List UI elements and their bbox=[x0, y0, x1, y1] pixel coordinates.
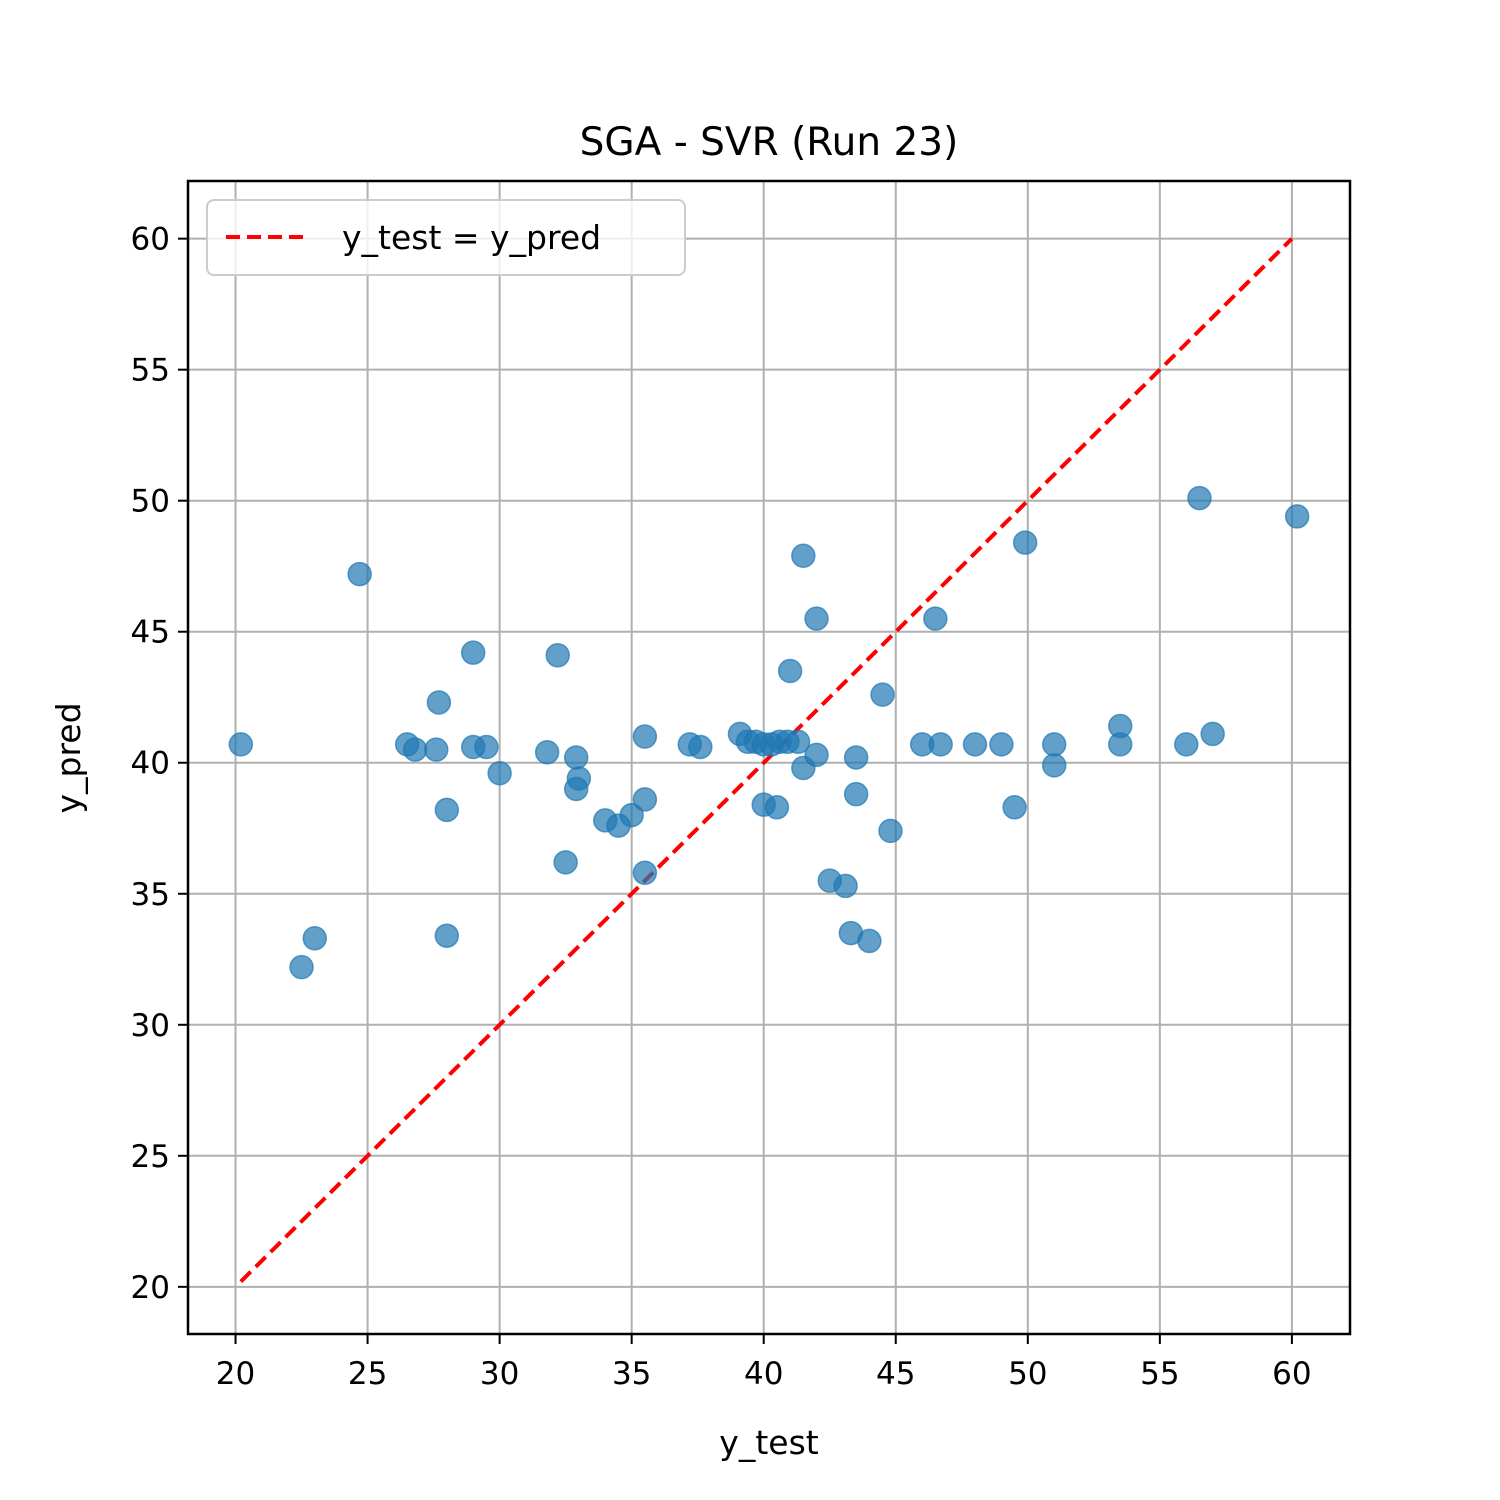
scatter-point bbox=[833, 873, 858, 899]
scatter-point bbox=[1174, 732, 1199, 757]
y-tick-label: 20 bbox=[131, 1270, 170, 1306]
scatter-point bbox=[878, 818, 903, 844]
scatter-point bbox=[1187, 485, 1212, 511]
scatter-point bbox=[923, 606, 948, 631]
y-tick-label: 35 bbox=[131, 877, 170, 913]
scatter-point bbox=[545, 643, 570, 668]
scatter-point bbox=[402, 737, 428, 762]
x-axis-label: y_test bbox=[719, 1423, 818, 1462]
scatter-point bbox=[791, 543, 816, 568]
x-tick-label: 45 bbox=[876, 1356, 915, 1392]
scatter-point bbox=[460, 640, 486, 665]
scatter-point bbox=[434, 923, 460, 948]
chart-title: SGA - SVR (Run 23) bbox=[580, 120, 959, 165]
y-axis-label: y_pred bbox=[49, 702, 88, 813]
scatter-point bbox=[423, 737, 449, 762]
scatter-point bbox=[843, 745, 869, 770]
y-tick-label: 25 bbox=[131, 1139, 170, 1175]
y-tick-label: 50 bbox=[131, 484, 170, 520]
reference-line-layer bbox=[239, 237, 1294, 1284]
reference-line bbox=[239, 237, 1294, 1284]
scatter-point bbox=[1002, 795, 1027, 820]
scatter-point bbox=[928, 732, 953, 757]
scatter-point bbox=[619, 802, 644, 828]
plot-frame bbox=[186, 179, 1352, 1336]
scatter-point bbox=[804, 606, 829, 631]
scatter-point bbox=[764, 795, 790, 820]
scatter-point bbox=[1012, 530, 1038, 555]
scatter-point bbox=[1041, 732, 1067, 757]
scatter-point bbox=[426, 690, 452, 715]
scatter-point bbox=[563, 776, 589, 802]
scatter-point bbox=[870, 682, 895, 707]
grid-lines bbox=[188, 181, 1350, 1334]
x-tick-label: 35 bbox=[612, 1356, 651, 1392]
scatter-point bbox=[1284, 504, 1310, 529]
scatter-point bbox=[804, 742, 829, 768]
scatter-point bbox=[487, 760, 512, 786]
x-tick-label: 50 bbox=[1008, 1356, 1047, 1392]
scatter-point bbox=[228, 732, 254, 757]
scatter-point bbox=[688, 734, 713, 760]
legend-label: y_test = y_pred bbox=[342, 218, 601, 257]
y-tick-label: 60 bbox=[131, 222, 170, 258]
x-tick-label: 25 bbox=[348, 1356, 387, 1392]
scatter-point bbox=[534, 740, 560, 765]
axis-ticks: 20 25 30 35 40 45 50 55 60 20 25 30 35 40 45 50 55 60 bbox=[131, 222, 1312, 1392]
scatter-point bbox=[632, 724, 658, 749]
x-tick-label: 20 bbox=[216, 1356, 255, 1392]
legend: y_test = y_pred bbox=[206, 199, 686, 276]
scatter-point bbox=[553, 850, 578, 875]
scatter-point bbox=[989, 732, 1014, 757]
x-tick-label: 40 bbox=[744, 1356, 783, 1392]
scatter-point bbox=[289, 954, 314, 980]
y-tick-label: 30 bbox=[131, 1008, 170, 1044]
scatter-point bbox=[962, 732, 988, 757]
scatter-point bbox=[777, 658, 803, 684]
scatter-point bbox=[785, 729, 811, 755]
scatter-point bbox=[1200, 721, 1225, 747]
scatter-point bbox=[434, 797, 460, 823]
scatter-point bbox=[632, 860, 658, 886]
scatter-point bbox=[563, 745, 589, 770]
scatter-point bbox=[1107, 732, 1133, 757]
y-tick-label: 40 bbox=[131, 746, 170, 782]
scatter-point bbox=[347, 561, 372, 587]
scatter-point bbox=[857, 928, 882, 954]
y-tick-label: 45 bbox=[131, 615, 170, 651]
scatter-point bbox=[1041, 753, 1067, 778]
scatter-point bbox=[474, 734, 499, 760]
scatter-point bbox=[302, 926, 328, 951]
scatter-point bbox=[843, 781, 869, 807]
y-tick-label: 55 bbox=[131, 353, 170, 389]
x-tick-label: 60 bbox=[1272, 1356, 1311, 1392]
legend-box bbox=[206, 199, 686, 276]
scatter-point bbox=[632, 787, 658, 812]
x-tick-label: 55 bbox=[1140, 1356, 1179, 1392]
scatter-points bbox=[228, 485, 1310, 980]
x-tick-label: 30 bbox=[480, 1356, 519, 1392]
